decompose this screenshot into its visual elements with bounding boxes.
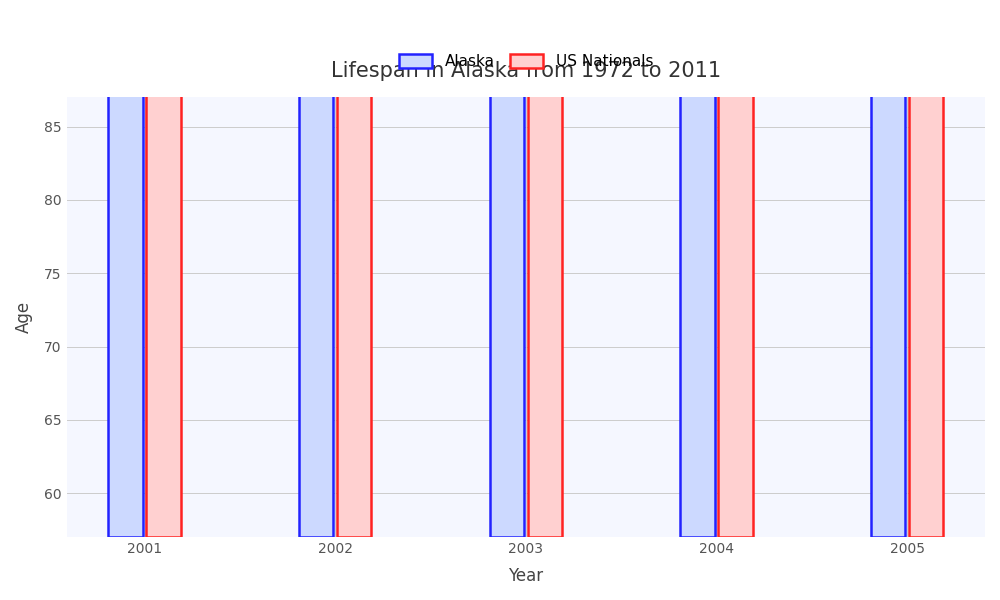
Bar bbox=[909, 0, 943, 537]
Bar bbox=[146, 0, 181, 537]
Bar bbox=[718, 0, 753, 537]
Bar bbox=[871, 0, 905, 537]
Bar bbox=[108, 0, 143, 537]
Bar bbox=[490, 0, 524, 537]
X-axis label: Year: Year bbox=[508, 567, 543, 585]
Bar bbox=[299, 0, 333, 537]
Bar bbox=[337, 0, 371, 537]
Y-axis label: Age: Age bbox=[15, 301, 33, 333]
Bar bbox=[680, 0, 715, 537]
Bar bbox=[528, 0, 562, 537]
Title: Lifespan in Alaska from 1972 to 2011: Lifespan in Alaska from 1972 to 2011 bbox=[331, 61, 721, 80]
Legend: Alaska, US Nationals: Alaska, US Nationals bbox=[392, 48, 659, 75]
